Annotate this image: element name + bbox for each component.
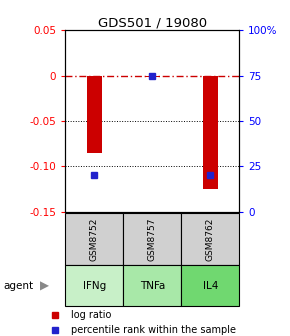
- Bar: [65, 213, 123, 265]
- Bar: [181, 265, 239, 306]
- Bar: [203, 76, 218, 189]
- Bar: [123, 265, 181, 306]
- Text: agent: agent: [3, 281, 33, 291]
- Text: ▶: ▶: [40, 279, 50, 292]
- Text: GSM8762: GSM8762: [206, 218, 215, 261]
- Title: GDS501 / 19080: GDS501 / 19080: [98, 16, 207, 29]
- Bar: [181, 213, 239, 265]
- Text: TNFa: TNFa: [139, 281, 165, 291]
- Bar: [145, 76, 160, 77]
- Text: IFNg: IFNg: [83, 281, 106, 291]
- Text: IL4: IL4: [202, 281, 218, 291]
- Bar: [87, 76, 102, 153]
- Text: percentile rank within the sample: percentile rank within the sample: [71, 325, 236, 335]
- Text: GSM8752: GSM8752: [90, 218, 99, 261]
- Text: GSM8757: GSM8757: [148, 218, 157, 261]
- Text: log ratio: log ratio: [71, 310, 111, 320]
- Bar: [123, 213, 181, 265]
- Bar: [65, 265, 123, 306]
